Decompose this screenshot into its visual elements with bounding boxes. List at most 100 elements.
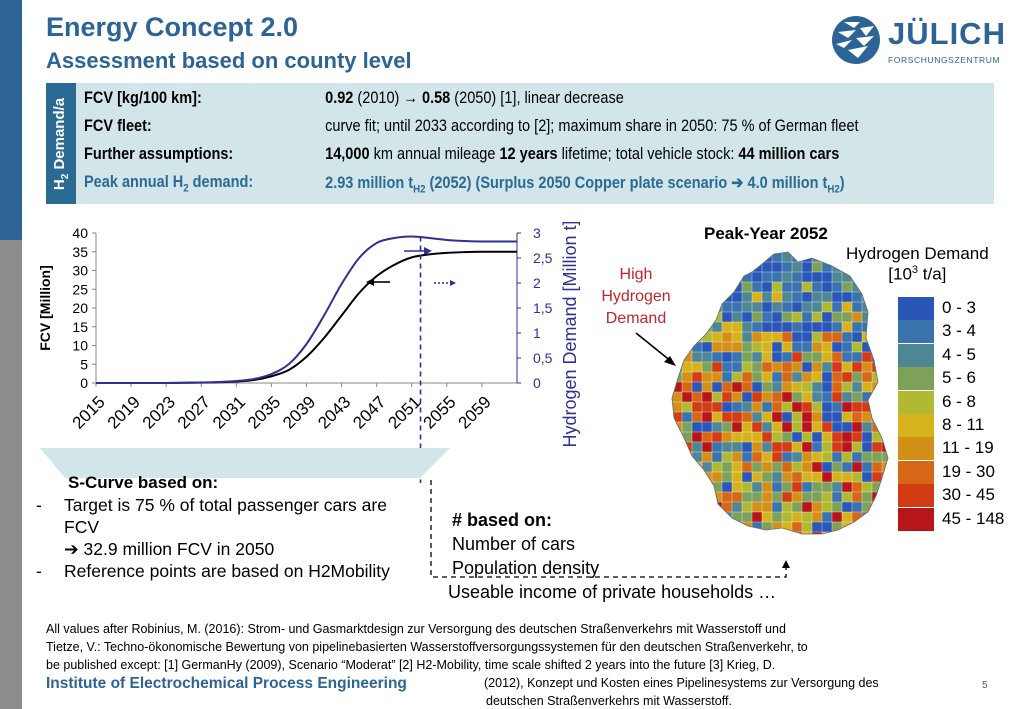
county-cell <box>761 441 773 453</box>
county-cell <box>791 261 803 273</box>
county-cell <box>731 252 743 263</box>
county-cell <box>791 501 803 513</box>
county-cell <box>711 252 723 253</box>
county-cell <box>771 371 783 383</box>
legend-label: 30 - 45 <box>942 485 995 505</box>
county-cell <box>791 461 803 473</box>
county-cell <box>691 531 703 534</box>
legend-title: Hydrogen Demand [103 t/a] <box>846 244 989 285</box>
county-cell <box>841 321 853 333</box>
county-cell <box>841 371 853 383</box>
county-cell <box>672 481 673 493</box>
info-box-side-label: H2 Demand/a <box>46 83 76 204</box>
county-cell <box>801 351 813 363</box>
county-cell <box>871 501 883 513</box>
county-cell <box>751 511 763 523</box>
county-cell <box>791 281 803 293</box>
county-cell <box>781 261 793 273</box>
info-key: Further assumptions: <box>84 145 234 163</box>
county-cell <box>731 311 743 323</box>
county-cell <box>851 521 863 533</box>
x-tick-label: 2035 <box>244 392 284 432</box>
county-cell <box>811 321 823 333</box>
county-cell <box>781 471 793 483</box>
x-tick-label: 2023 <box>139 392 179 432</box>
county-cell <box>791 481 803 493</box>
county-cell <box>761 261 773 273</box>
county-cell <box>841 381 853 393</box>
county-cell <box>741 501 753 513</box>
county-cell <box>672 441 683 453</box>
county-cell <box>701 461 713 473</box>
logo-subtitle: FORSCHUNGSZENTRUM <box>888 55 1001 65</box>
fcv-hydrogen-chart: 051015202530354000,511,522,5320152019202… <box>37 222 580 483</box>
county-cell <box>851 361 863 373</box>
county-cell <box>781 431 793 443</box>
county-cell <box>801 481 813 493</box>
county-cell <box>731 521 743 533</box>
county-cell <box>711 531 723 534</box>
county-cell <box>871 331 883 343</box>
county-cell <box>771 421 783 433</box>
county-cell <box>691 521 703 533</box>
county-cell <box>801 451 813 463</box>
county-cell <box>831 361 843 373</box>
county-cell <box>821 331 833 343</box>
county-cell <box>731 301 743 313</box>
county-cell <box>721 481 733 493</box>
county-cell <box>731 341 743 353</box>
county-cell <box>811 271 823 283</box>
x-tick-label: 2043 <box>314 392 354 432</box>
county-cell <box>721 351 733 363</box>
county-cell <box>881 381 888 393</box>
county-cell <box>691 411 703 423</box>
county-cell <box>672 481 683 493</box>
county-cell <box>831 252 843 263</box>
county-cell <box>672 371 673 383</box>
county-cell <box>861 511 873 523</box>
county-cell <box>681 411 693 423</box>
county-cell <box>751 401 763 413</box>
county-cell <box>711 521 723 533</box>
based-on-line: Population density <box>452 558 600 578</box>
legend-swatch <box>898 437 934 461</box>
county-cell <box>761 351 773 363</box>
county-cell <box>861 471 873 483</box>
county-cell <box>791 451 803 463</box>
county-cell <box>841 341 853 353</box>
county-cell <box>681 271 693 283</box>
county-cell <box>711 481 723 493</box>
info-key: Peak annual H2 demand: <box>84 173 254 195</box>
county-cell <box>801 511 813 523</box>
county-cell <box>831 351 843 363</box>
county-cell <box>831 371 843 383</box>
county-cell <box>691 371 703 383</box>
county-cell <box>701 451 713 463</box>
county-cell <box>821 321 833 333</box>
county-cell <box>871 461 883 473</box>
county-cell <box>881 341 888 353</box>
county-cell <box>821 461 833 473</box>
county-cell <box>672 431 673 443</box>
county-cell <box>672 521 683 533</box>
county-cell <box>821 511 833 523</box>
county-cell <box>672 491 683 503</box>
county-cell <box>681 281 693 293</box>
county-cell <box>761 531 773 534</box>
county-cell <box>691 261 703 273</box>
county-cell <box>721 431 733 443</box>
info-value: curve fit; until 2033 according to [2]; … <box>325 117 859 135</box>
county-cell <box>711 371 723 383</box>
county-cell <box>721 411 733 423</box>
germany-demand-map <box>671 251 889 535</box>
county-cell <box>701 252 713 263</box>
county-cell <box>821 521 833 533</box>
county-cell <box>681 321 693 333</box>
county-cell <box>871 291 883 303</box>
left-tick-label: 40 <box>72 225 88 241</box>
county-cell <box>821 252 833 263</box>
county-cell <box>761 461 773 473</box>
county-cell <box>731 261 743 273</box>
page-number: 5 <box>982 680 988 691</box>
county-cell <box>672 511 683 523</box>
